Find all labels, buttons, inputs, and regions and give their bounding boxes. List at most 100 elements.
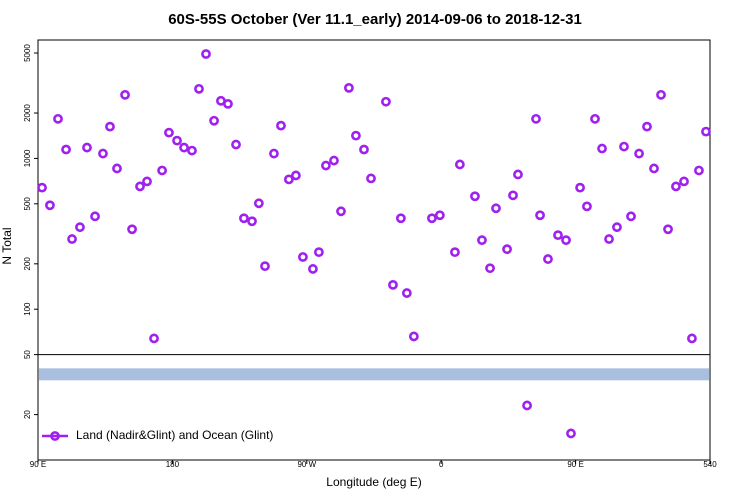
point <box>634 148 644 159</box>
point <box>172 135 182 146</box>
point <box>45 200 55 211</box>
point <box>112 163 122 174</box>
point <box>612 222 622 233</box>
y-tick-label: 20 <box>23 410 32 419</box>
point <box>298 252 308 262</box>
y-tick-label: 2000 <box>23 104 32 122</box>
point <box>561 235 571 246</box>
point <box>543 254 553 264</box>
point <box>485 263 495 274</box>
point <box>656 89 666 100</box>
point <box>395 213 406 224</box>
point <box>513 169 523 180</box>
point <box>344 82 354 93</box>
plot-frame <box>37 39 711 461</box>
point <box>694 165 704 176</box>
point <box>522 400 532 411</box>
point <box>239 213 249 224</box>
chart-title: 60S-55S October (Ver 11.1_early) 2014-09… <box>168 11 582 28</box>
point <box>470 191 480 202</box>
point <box>366 173 376 184</box>
point <box>67 234 77 244</box>
point <box>260 261 270 272</box>
y-tick-label: 5000 <box>23 44 32 62</box>
point <box>142 176 152 187</box>
point <box>149 333 159 344</box>
y-tick-label: 50 <box>23 350 32 359</box>
point <box>82 142 92 153</box>
point <box>553 230 563 241</box>
point <box>604 234 614 244</box>
point <box>531 113 541 124</box>
point <box>283 174 294 185</box>
point <box>642 121 652 132</box>
point <box>575 182 585 193</box>
point <box>381 96 391 107</box>
point <box>37 182 47 193</box>
point <box>98 148 108 159</box>
x-tick-label: 0 <box>439 460 444 469</box>
ocean-band <box>39 368 709 381</box>
point <box>351 130 361 141</box>
point <box>105 121 115 132</box>
point <box>157 165 167 176</box>
point <box>187 145 197 156</box>
point <box>427 213 437 224</box>
point <box>231 139 241 150</box>
point <box>508 190 518 201</box>
y-tick-label: 100 <box>23 302 32 316</box>
point <box>408 331 419 342</box>
point <box>53 113 63 124</box>
point <box>535 210 545 221</box>
point <box>135 181 145 192</box>
x-tick-label: 540 <box>703 460 717 469</box>
point <box>679 176 689 187</box>
x-tick-label: 180 <box>166 460 180 469</box>
point <box>329 155 339 166</box>
point <box>75 222 85 233</box>
point <box>388 279 398 290</box>
point <box>450 247 460 258</box>
point <box>90 211 100 222</box>
x-tick-label: 90 W <box>297 460 316 469</box>
point <box>127 224 137 235</box>
point <box>276 120 286 131</box>
point <box>597 143 607 154</box>
point <box>454 159 465 170</box>
point <box>247 216 257 227</box>
point <box>359 144 369 155</box>
point <box>164 127 174 138</box>
point <box>687 333 697 344</box>
point <box>61 144 71 155</box>
legend-label: Land (Nadir&Glint) and Ocean (Glint) <box>76 428 273 442</box>
point <box>477 235 487 246</box>
point <box>223 98 233 109</box>
point <box>434 210 445 221</box>
point <box>401 288 412 298</box>
point <box>209 115 219 126</box>
point <box>290 170 301 181</box>
point <box>502 244 512 255</box>
point <box>201 49 211 59</box>
point <box>671 181 681 192</box>
point <box>566 428 576 439</box>
point <box>179 142 189 153</box>
y-tick-label: 500 <box>23 197 32 211</box>
y-axis-label: N Total <box>0 227 14 264</box>
point <box>590 113 600 124</box>
point <box>321 160 331 171</box>
point <box>626 211 636 222</box>
point <box>253 198 264 209</box>
point <box>120 89 130 100</box>
y-tick-label: 200 <box>23 257 32 271</box>
y-tick-label: 1000 <box>23 149 32 167</box>
point <box>619 141 629 152</box>
point <box>582 201 592 212</box>
point <box>308 264 318 274</box>
x-tick-label: 90 E <box>567 460 583 469</box>
point <box>194 83 204 94</box>
point <box>336 206 346 217</box>
point <box>649 163 659 174</box>
x-tick-label: 90 E <box>30 460 46 469</box>
